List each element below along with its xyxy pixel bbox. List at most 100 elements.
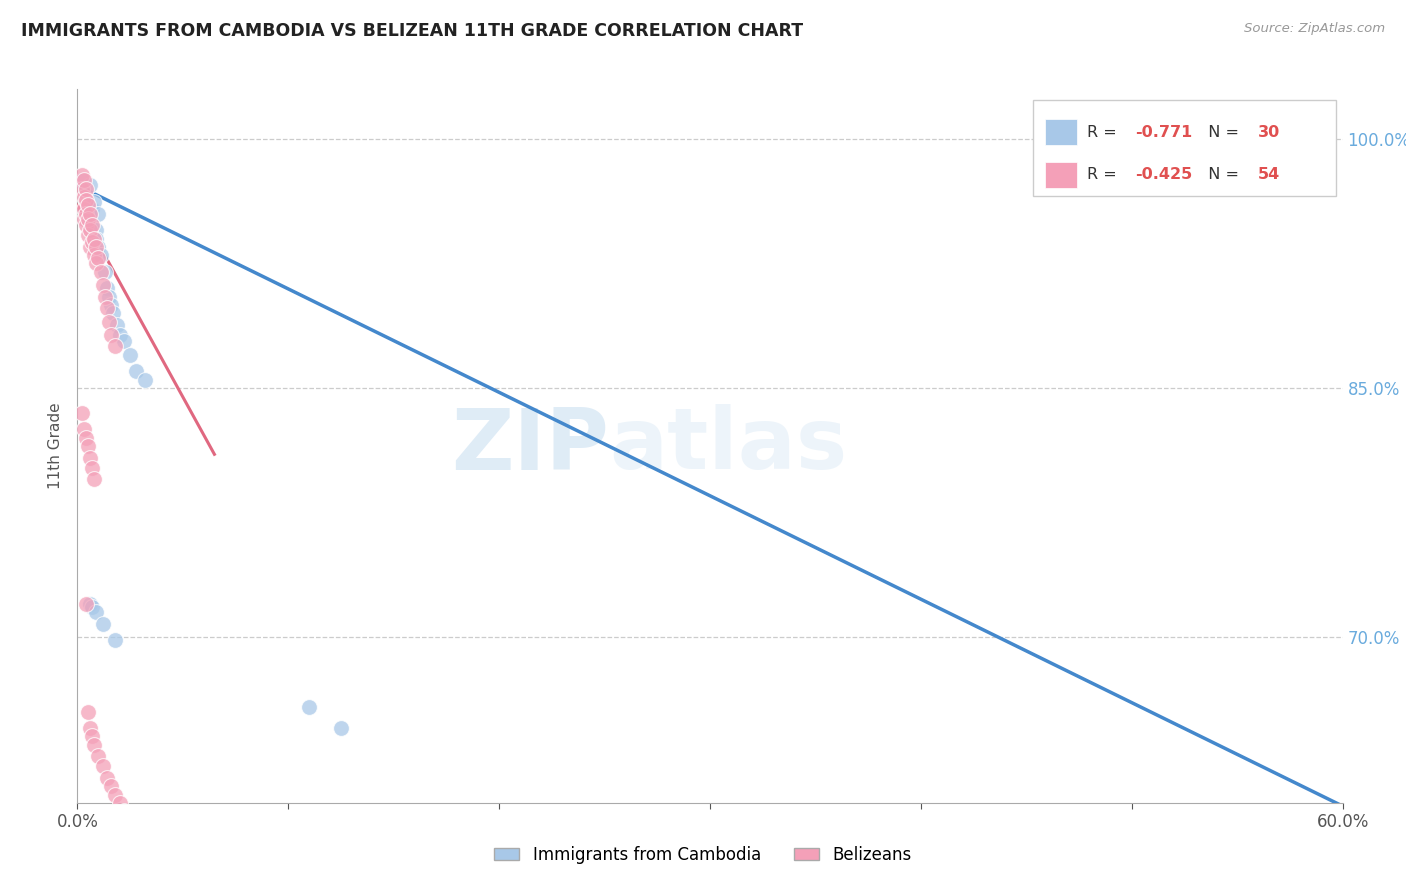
- Text: N =: N =: [1198, 168, 1244, 182]
- Point: [73, 202, 96, 216]
- Point: [79, 450, 101, 465]
- Y-axis label: 11th Grade: 11th Grade: [48, 402, 63, 490]
- Point: [82, 235, 104, 249]
- Point: [193, 865, 215, 880]
- Point: [79, 240, 101, 254]
- Point: [76, 198, 98, 212]
- Point: [100, 298, 122, 312]
- Point: [73, 173, 96, 187]
- Point: [87, 252, 110, 266]
- FancyBboxPatch shape: [1046, 120, 1077, 145]
- Point: [83, 248, 105, 262]
- Point: [73, 422, 96, 436]
- Point: [73, 211, 96, 226]
- Point: [83, 738, 105, 752]
- Text: R =: R =: [1087, 125, 1122, 139]
- Text: Source: ZipAtlas.com: Source: ZipAtlas.com: [1244, 22, 1385, 36]
- Point: [90, 248, 111, 262]
- Point: [107, 318, 129, 332]
- Point: [86, 231, 108, 245]
- Text: ZIP: ZIP: [451, 404, 609, 488]
- Point: [82, 219, 104, 233]
- Point: [76, 705, 98, 719]
- Point: [82, 223, 104, 237]
- Text: -0.425: -0.425: [1135, 168, 1192, 182]
- Point: [79, 207, 101, 221]
- Point: [129, 838, 152, 852]
- Point: [104, 633, 127, 648]
- Point: [100, 779, 122, 793]
- Point: [82, 599, 104, 614]
- Point: [112, 334, 135, 349]
- Point: [75, 207, 97, 221]
- Point: [82, 460, 104, 475]
- Text: IMMIGRANTS FROM CAMBODIA VS BELIZEAN 11TH GRADE CORRELATION CHART: IMMIGRANTS FROM CAMBODIA VS BELIZEAN 11T…: [21, 22, 803, 40]
- Point: [75, 182, 97, 196]
- FancyBboxPatch shape: [1033, 100, 1337, 196]
- Legend: Immigrants from Cambodia, Belizeans: Immigrants from Cambodia, Belizeans: [488, 839, 918, 871]
- Point: [91, 759, 114, 773]
- Point: [82, 202, 104, 216]
- Point: [100, 327, 122, 342]
- Point: [330, 721, 353, 735]
- Point: [86, 223, 108, 237]
- Point: [75, 194, 97, 208]
- Point: [90, 265, 111, 279]
- Point: [70, 182, 93, 196]
- Point: [73, 190, 96, 204]
- Point: [79, 210, 101, 224]
- Point: [96, 301, 118, 316]
- Point: [70, 169, 93, 183]
- Point: [91, 616, 114, 631]
- Point: [76, 439, 98, 453]
- Text: -0.771: -0.771: [1135, 125, 1192, 139]
- Point: [82, 730, 104, 744]
- Point: [125, 364, 148, 378]
- Point: [121, 821, 143, 835]
- Point: [75, 431, 97, 445]
- Point: [104, 788, 127, 802]
- Point: [117, 813, 139, 827]
- Point: [98, 290, 120, 304]
- Point: [83, 472, 105, 486]
- Point: [112, 804, 135, 818]
- Point: [125, 829, 148, 843]
- Point: [103, 306, 124, 320]
- Point: [86, 256, 108, 270]
- Point: [98, 314, 120, 328]
- Point: [298, 699, 321, 714]
- Point: [83, 195, 105, 210]
- Point: [108, 327, 131, 342]
- Point: [86, 240, 108, 254]
- Point: [86, 605, 108, 619]
- Point: [108, 796, 131, 810]
- Point: [87, 749, 110, 764]
- Point: [96, 281, 118, 295]
- Point: [79, 597, 101, 611]
- Text: R =: R =: [1087, 168, 1122, 182]
- Point: [134, 373, 156, 387]
- Point: [96, 771, 118, 785]
- Point: [83, 231, 105, 245]
- Point: [93, 265, 115, 279]
- Point: [75, 219, 97, 233]
- FancyBboxPatch shape: [1046, 162, 1077, 187]
- Text: 54: 54: [1258, 168, 1281, 182]
- Point: [70, 173, 93, 187]
- Point: [79, 721, 101, 735]
- Point: [79, 223, 101, 237]
- Point: [104, 339, 127, 353]
- Point: [93, 290, 115, 304]
- Point: [70, 406, 93, 420]
- Point: [76, 228, 98, 243]
- Text: atlas: atlas: [609, 404, 846, 488]
- Point: [120, 348, 141, 362]
- Text: N =: N =: [1198, 125, 1244, 139]
- Point: [87, 207, 110, 221]
- Point: [79, 178, 101, 193]
- Point: [75, 597, 97, 611]
- Text: 30: 30: [1258, 125, 1281, 139]
- Point: [76, 211, 98, 226]
- Point: [91, 278, 114, 293]
- Point: [87, 240, 110, 254]
